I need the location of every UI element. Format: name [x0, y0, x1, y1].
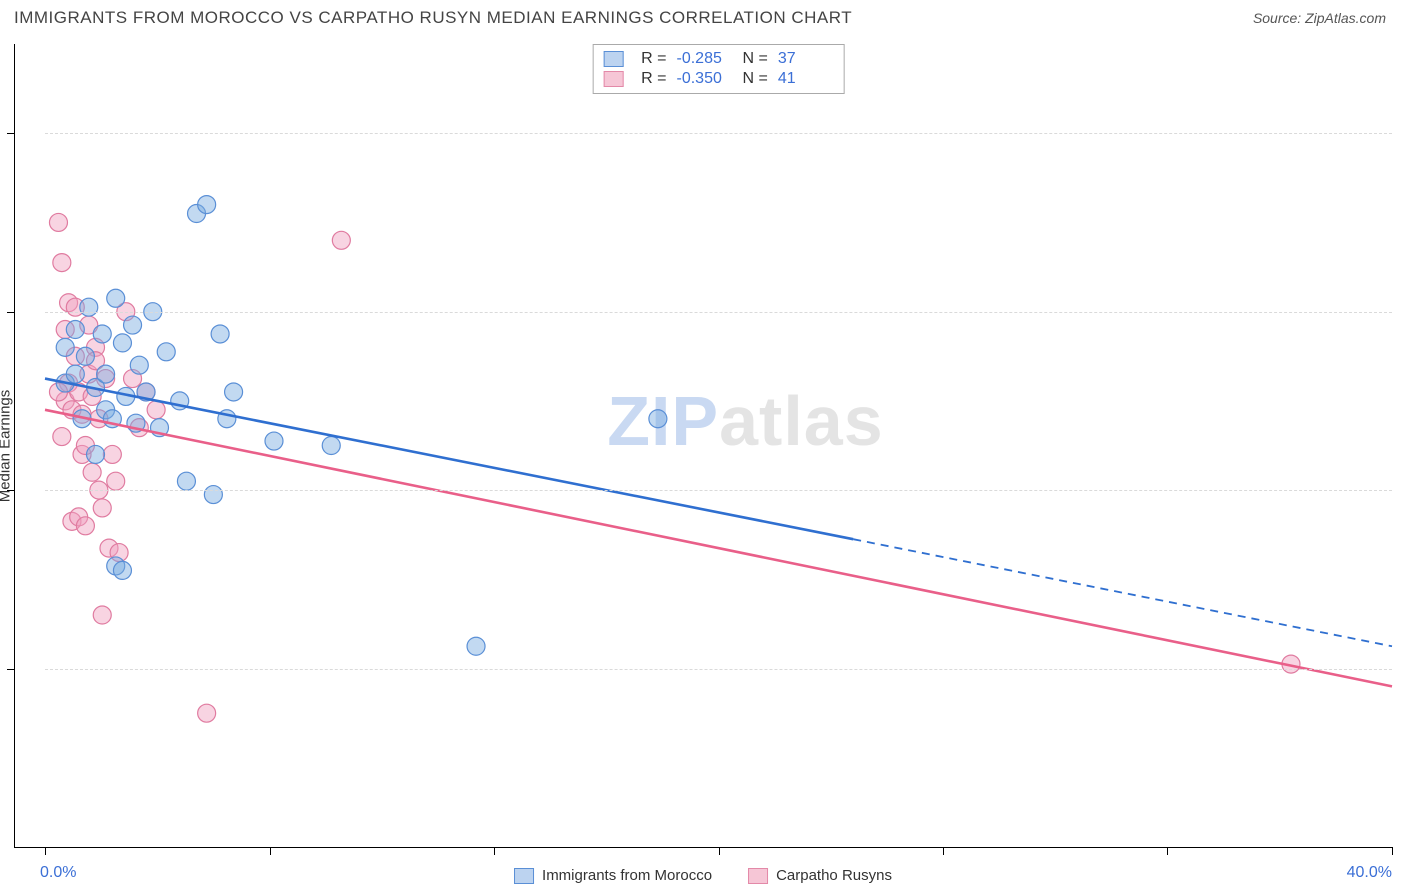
scatter-point	[130, 356, 148, 374]
y-axis-label: Median Earnings	[0, 389, 14, 502]
scatter-point	[113, 561, 131, 579]
scatter-point	[332, 231, 350, 249]
scatter-point	[97, 365, 115, 383]
y-tick	[7, 669, 15, 670]
scatter-point	[66, 365, 84, 383]
page-title: IMMIGRANTS FROM MOROCCO VS CARPATHO RUSY…	[14, 8, 852, 28]
scatter-point	[147, 401, 165, 419]
scatter-point	[80, 298, 98, 316]
scatter-point	[198, 196, 216, 214]
legend-swatch	[748, 868, 768, 884]
scatter-point	[93, 499, 111, 517]
legend-item: Immigrants from Morocco	[514, 867, 712, 884]
scatter-point	[204, 486, 222, 504]
scatter-point	[157, 343, 175, 361]
scatter-point	[107, 289, 125, 307]
scatter-point	[177, 472, 195, 490]
chart-area: Median Earnings ZIPatlas R =-0.285N =37R…	[14, 44, 1392, 848]
trend-line	[45, 410, 1392, 687]
x-tick	[1392, 847, 1393, 855]
scatter-point	[124, 316, 142, 334]
scatter-point	[322, 437, 340, 455]
scatter-point	[107, 472, 125, 490]
scatter-point	[53, 428, 71, 446]
scatter-point	[198, 704, 216, 722]
legend-series: Immigrants from Morocco Carpatho Rusyns	[514, 867, 892, 884]
scatter-point	[49, 213, 67, 231]
scatter-point	[53, 254, 71, 272]
gridline	[45, 312, 1392, 313]
x-tick	[494, 847, 495, 855]
y-tick	[7, 133, 15, 134]
gridline	[45, 133, 1392, 134]
legend-item: Carpatho Rusyns	[748, 867, 892, 884]
x-min-label: 0.0%	[40, 864, 76, 882]
x-max-label: 40.0%	[1347, 864, 1392, 882]
scatter-point	[56, 338, 74, 356]
gridline	[45, 669, 1392, 670]
source-label: Source: ZipAtlas.com	[1253, 10, 1386, 26]
scatter-point	[93, 325, 111, 343]
legend-label: Immigrants from Morocco	[542, 867, 712, 884]
x-tick	[45, 847, 46, 855]
scatter-point	[83, 463, 101, 481]
scatter-point	[113, 334, 131, 352]
x-tick	[270, 847, 271, 855]
scatter-svg	[45, 44, 1392, 847]
scatter-point	[265, 432, 283, 450]
gridline	[45, 490, 1392, 491]
scatter-point	[76, 347, 94, 365]
legend-swatch	[514, 868, 534, 884]
scatter-point	[66, 321, 84, 339]
trend-line	[45, 379, 853, 540]
x-tick	[1167, 847, 1168, 855]
scatter-point	[211, 325, 229, 343]
scatter-point	[649, 410, 667, 428]
scatter-point	[225, 383, 243, 401]
x-tick	[719, 847, 720, 855]
scatter-point	[93, 606, 111, 624]
scatter-point	[76, 517, 94, 535]
y-tick	[7, 312, 15, 313]
y-tick	[7, 490, 15, 491]
scatter-point	[467, 637, 485, 655]
scatter-point	[87, 445, 105, 463]
scatter-point	[103, 445, 121, 463]
x-tick	[943, 847, 944, 855]
legend-label: Carpatho Rusyns	[776, 867, 892, 884]
